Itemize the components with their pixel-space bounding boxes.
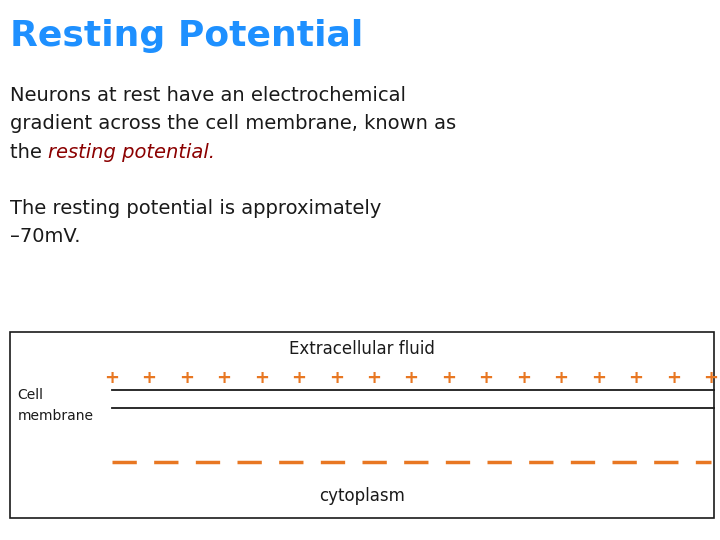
- Text: gradient across the cell membrane, known as: gradient across the cell membrane, known…: [10, 114, 456, 133]
- Text: +: +: [179, 369, 194, 387]
- Text: Neurons at rest have an electrochemical: Neurons at rest have an electrochemical: [10, 86, 406, 105]
- Text: +: +: [254, 369, 269, 387]
- Text: +: +: [441, 369, 456, 387]
- Text: The resting potential is approximately: The resting potential is approximately: [10, 199, 382, 218]
- Text: +: +: [479, 369, 493, 387]
- Text: +: +: [404, 369, 418, 387]
- Text: +: +: [217, 369, 231, 387]
- Text: +: +: [292, 369, 306, 387]
- Text: +: +: [554, 369, 568, 387]
- Text: membrane: membrane: [17, 409, 94, 423]
- Text: +: +: [516, 369, 531, 387]
- Text: +: +: [104, 369, 119, 387]
- Text: Resting Potential: Resting Potential: [10, 19, 364, 53]
- Text: the: the: [10, 143, 48, 161]
- Text: resting potential.: resting potential.: [48, 143, 215, 161]
- Text: +: +: [329, 369, 343, 387]
- Text: +: +: [666, 369, 680, 387]
- Text: cytoplasm: cytoplasm: [319, 487, 405, 505]
- Text: –70mV.: –70mV.: [10, 227, 81, 246]
- Text: +: +: [591, 369, 606, 387]
- Text: Cell: Cell: [17, 388, 43, 402]
- Text: +: +: [366, 369, 381, 387]
- Text: +: +: [703, 369, 718, 387]
- Text: +: +: [629, 369, 643, 387]
- Text: +: +: [142, 369, 156, 387]
- Text: Extracellular fluid: Extracellular fluid: [289, 340, 435, 358]
- Bar: [10, 332, 714, 518]
